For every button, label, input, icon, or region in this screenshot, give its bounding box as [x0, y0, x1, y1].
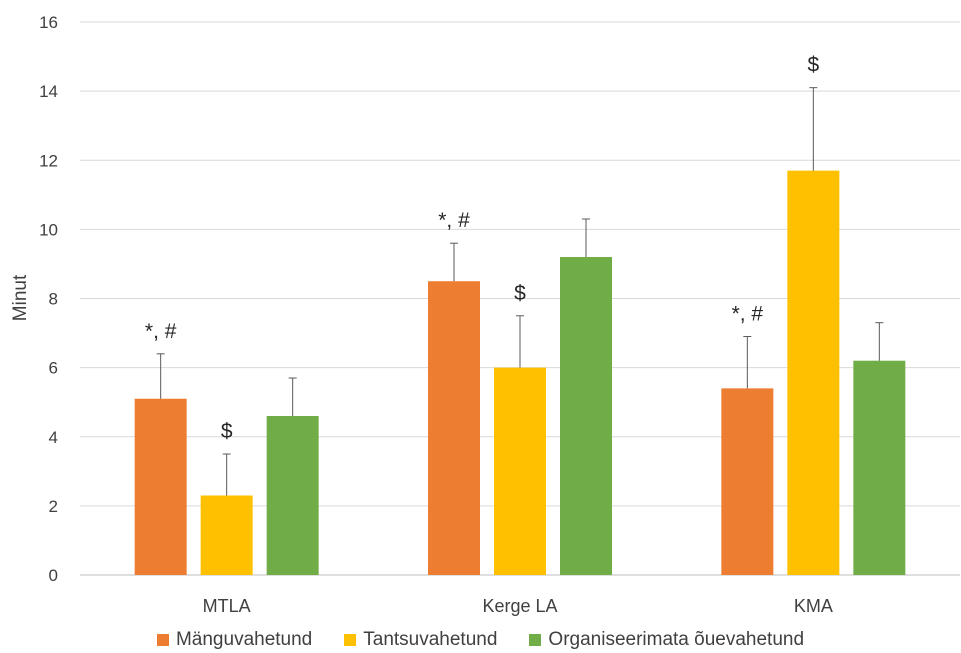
x-axis-ticks: MTLA Kerge LA KMA — [203, 596, 833, 616]
y-tick-label: 0 — [49, 566, 58, 585]
bar — [494, 367, 546, 575]
bar — [200, 495, 253, 575]
legend-label: Mänguvahetund — [175, 629, 313, 650]
annotations: *, # $ *, # $ *, # $ — [145, 54, 820, 443]
bar — [428, 281, 480, 575]
y-tick-label: 10 — [39, 220, 58, 239]
y-tick-label: 14 — [39, 82, 58, 101]
legend: Mänguvahetund Tantsuvahetund Organiseerima… — [0, 628, 961, 652]
bars — [134, 170, 906, 575]
y-tick-label: 16 — [39, 13, 58, 32]
x-tick-label: KMA — [794, 596, 833, 616]
bar — [266, 416, 319, 575]
legend-label: Tantsuvahetund — [363, 629, 498, 650]
y-tick-label: 4 — [49, 428, 58, 447]
legend-item: Tantsuvahetund — [344, 629, 497, 651]
legend-swatch — [529, 634, 542, 646]
x-tick-label: Kerge LA — [482, 596, 557, 616]
legend-label: Organiseerimata õuevahetund — [548, 629, 805, 650]
y-tick-label: 8 — [49, 290, 58, 309]
y-tick-label: 2 — [49, 497, 58, 516]
bar — [560, 257, 612, 575]
error-bars — [156, 87, 884, 496]
bar — [853, 360, 906, 575]
bar-chart: 0 2 4 6 8 10 12 14 16 Minut *, # $ *, # $ *, # $ MTLA… — [10, 13, 960, 616]
y-axis-ticks: 0 2 4 6 8 10 12 14 16 — [39, 13, 58, 585]
legend-swatch — [344, 634, 357, 646]
x-tick-label: MTLA — [203, 596, 251, 616]
significance-annotation: $ — [514, 282, 526, 305]
significance-annotation: *, # — [438, 209, 470, 232]
bar — [721, 388, 774, 575]
legend-item: Mänguvahetund — [156, 629, 313, 651]
significance-annotation: *, # — [732, 303, 764, 326]
significance-annotation: $ — [221, 420, 233, 443]
y-axis-label: Minut — [10, 274, 31, 321]
y-tick-label: 12 — [39, 151, 58, 170]
significance-annotation: *, # — [145, 320, 177, 343]
y-tick-label: 6 — [49, 359, 58, 378]
bar — [787, 170, 840, 575]
bar — [134, 398, 187, 575]
legend-swatch — [156, 634, 169, 646]
legend-item: Organiseerimata õuevahetund — [529, 629, 804, 651]
significance-annotation: $ — [807, 54, 819, 77]
